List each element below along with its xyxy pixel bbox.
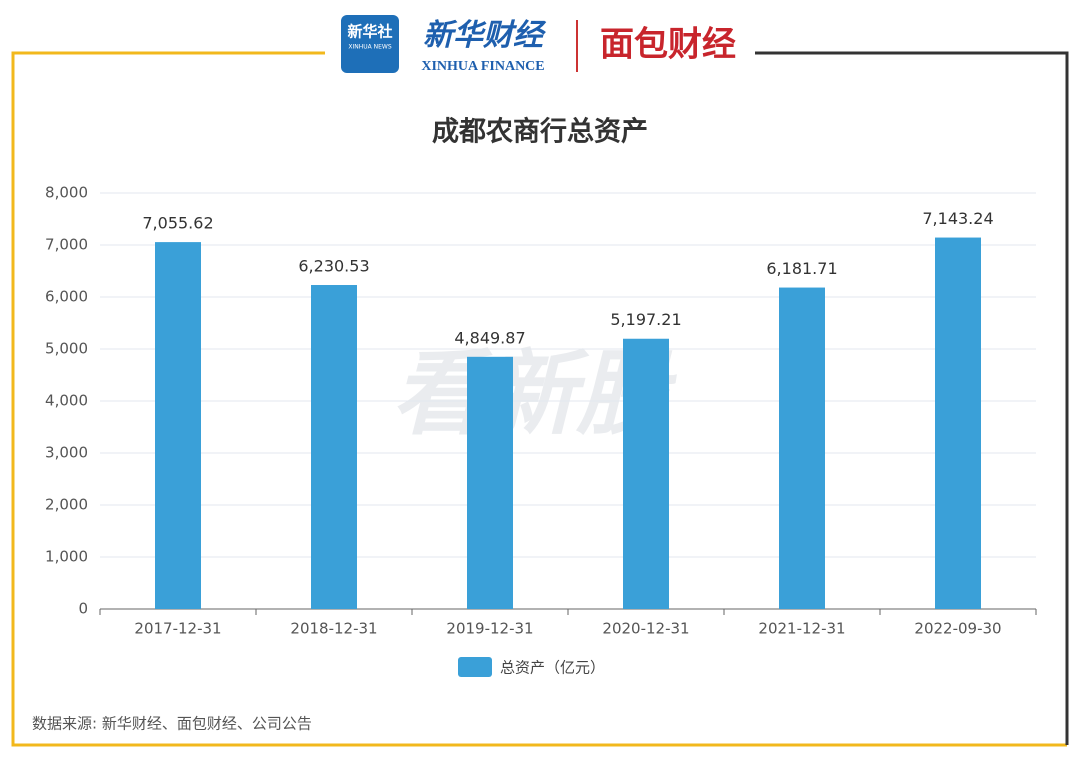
bar <box>779 287 825 609</box>
y-tick-label: 7,000 <box>45 236 88 254</box>
brand: 新华财经 <box>423 18 547 53</box>
y-tick-label: 3,000 <box>45 444 88 462</box>
x-tick-label: 2021-12-31 <box>758 620 845 638</box>
value-label: 4,849.87 <box>454 328 525 347</box>
x-tick-label: 2022-09-30 <box>914 620 1001 638</box>
legend-label: 总资产（亿元） <box>500 659 605 677</box>
value-label: 6,181.71 <box>766 259 837 278</box>
y-tick-label: 8,000 <box>45 184 88 202</box>
x-tick-label: 2018-12-31 <box>290 620 377 638</box>
bar <box>311 285 357 609</box>
value-label: 5,197.21 <box>610 310 681 329</box>
logo-en: XINHUA NEWS <box>348 44 391 51</box>
logo-text: 新华社 <box>347 23 392 41</box>
value-label: 6,230.53 <box>298 257 369 276</box>
y-tick-label: 5,000 <box>45 340 88 358</box>
brand2: 面包财经 <box>600 25 736 65</box>
source: 数据来源: 新华财经、面包财经、公司公告 <box>32 715 312 733</box>
frame <box>11 51 1067 747</box>
value-label: 7,143.24 <box>922 209 993 228</box>
y-tick-label: 4,000 <box>45 392 88 410</box>
x-tick-label: 2020-12-31 <box>602 620 689 638</box>
logo-box <box>341 15 399 73</box>
y-tick-label: 1,000 <box>45 548 88 566</box>
bar <box>623 338 669 609</box>
bar <box>467 356 513 609</box>
bar <box>935 237 981 609</box>
bar <box>155 242 201 609</box>
legend-swatch <box>458 657 492 677</box>
x-tick-label: 2017-12-31 <box>134 620 221 638</box>
y-tick-label: 6,000 <box>45 288 88 306</box>
y-tick-label: 0 <box>78 600 88 618</box>
brand-en: XINHUA FINANCE <box>421 59 544 74</box>
frame <box>755 51 1069 745</box>
value-label: 7,055.62 <box>142 214 213 233</box>
chart-title: 成都农商行总资产 <box>432 116 648 148</box>
y-tick-label: 2,000 <box>45 496 88 514</box>
x-tick-label: 2019-12-31 <box>446 620 533 638</box>
